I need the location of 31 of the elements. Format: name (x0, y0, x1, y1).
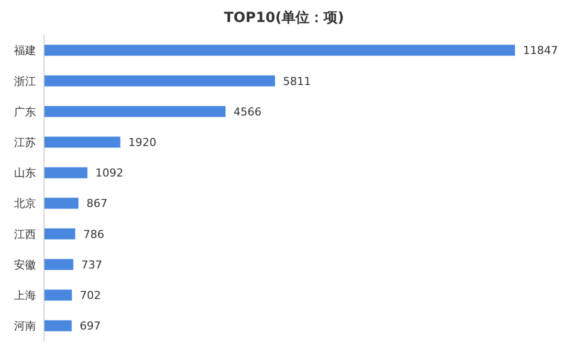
bar (44, 290, 72, 301)
data-label: 1920 (128, 136, 156, 149)
data-label: 786 (83, 228, 104, 241)
y-tick-label: 浙江 (14, 74, 36, 88)
bar (44, 75, 276, 86)
y-tick-label: 山东 (14, 166, 36, 180)
bar (44, 198, 78, 209)
bar (44, 228, 76, 240)
data-label: 737 (81, 258, 102, 272)
y-tick-label: 广东 (14, 105, 36, 118)
chart-title: TOP10(单位：项) (223, 9, 345, 28)
y-tick-label: 江苏 (14, 136, 36, 150)
bar (44, 320, 72, 332)
y-tick-label: 上海 (14, 289, 36, 302)
data-label: 867 (86, 197, 108, 210)
data-label: 1092 (95, 166, 124, 180)
y-tick-label: 福建 (14, 44, 36, 58)
data-label: 697 (80, 320, 101, 333)
bar (44, 136, 120, 148)
data-label: 5811 (283, 74, 312, 88)
y-tick-label: 江西 (14, 228, 36, 241)
data-label: 4566 (234, 105, 262, 118)
y-tick-label: 河南 (14, 320, 36, 333)
y-tick-label: 安徽 (14, 258, 36, 272)
bar (44, 44, 515, 56)
y-tick-label: 北京 (14, 197, 36, 210)
bar (44, 106, 226, 117)
data-label: 702 (80, 288, 101, 302)
bar (44, 167, 88, 178)
data-label: 11847 (523, 44, 558, 58)
bar (44, 258, 74, 270)
